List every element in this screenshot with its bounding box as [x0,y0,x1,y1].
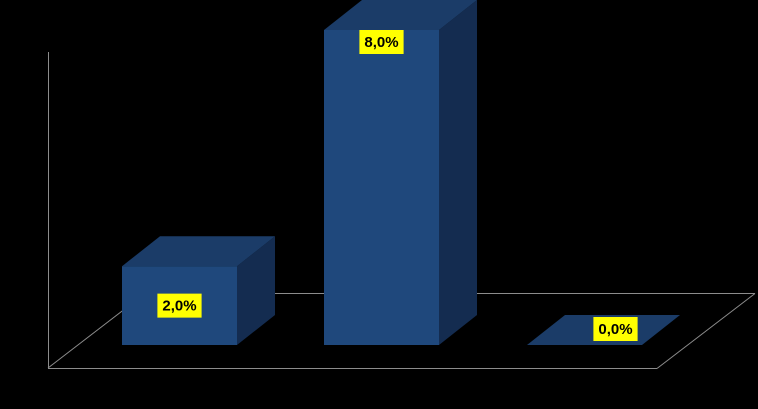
bar-top [122,236,275,267]
data-label-box [157,293,202,318]
bar-top [324,0,477,30]
data-label-box [593,317,638,341]
data-label: 0,0% [598,321,632,338]
data-label: 8,0% [364,34,398,51]
data-label-box [359,30,404,54]
bar-side [237,236,275,345]
bar [324,30,439,345]
floor-right-edge [656,293,756,369]
data-label: 2,0% [162,298,196,315]
bar-side [439,0,477,345]
